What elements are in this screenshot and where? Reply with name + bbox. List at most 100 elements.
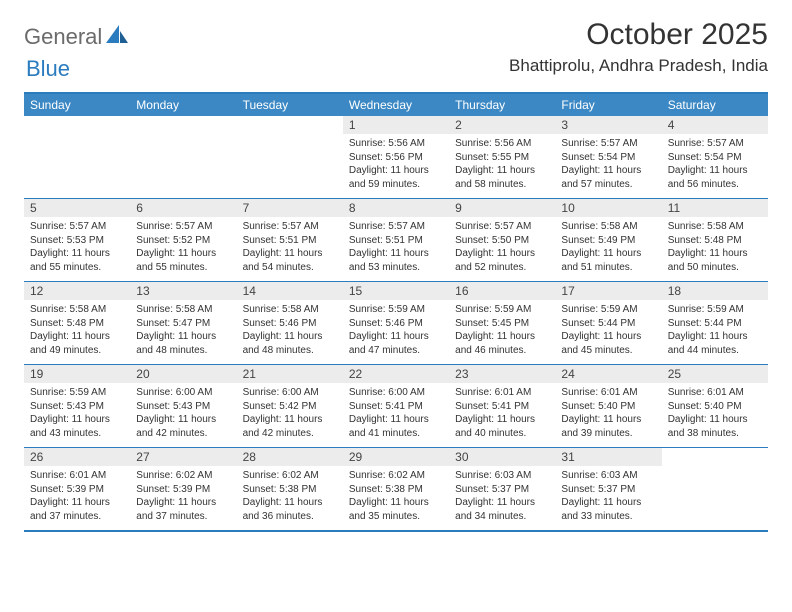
calendar-week: 12Sunrise: 5:58 AMSunset: 5:48 PMDayligh… [24, 282, 768, 365]
sunrise-text: Sunrise: 5:58 AM [561, 220, 655, 234]
logo-sail-icon [106, 25, 128, 50]
sunset-text: Sunset: 5:40 PM [668, 400, 762, 414]
day-details: Sunrise: 5:57 AMSunset: 5:53 PMDaylight:… [24, 217, 130, 278]
daylight-text: Daylight: 11 hours and 51 minutes. [561, 247, 655, 274]
sunset-text: Sunset: 5:55 PM [455, 151, 549, 165]
calendar-cell: 12Sunrise: 5:58 AMSunset: 5:48 PMDayligh… [24, 282, 130, 364]
day-details: Sunrise: 5:59 AMSunset: 5:45 PMDaylight:… [449, 300, 555, 361]
sunset-text: Sunset: 5:38 PM [243, 483, 337, 497]
sunrise-text: Sunrise: 5:59 AM [668, 303, 762, 317]
sunset-text: Sunset: 5:41 PM [455, 400, 549, 414]
calendar-week: 19Sunrise: 5:59 AMSunset: 5:43 PMDayligh… [24, 365, 768, 448]
sunset-text: Sunset: 5:45 PM [455, 317, 549, 331]
daylight-text: Daylight: 11 hours and 37 minutes. [136, 496, 230, 523]
dow-tuesday: Tuesday [237, 94, 343, 116]
month-title: October 2025 [509, 18, 768, 52]
day-details: Sunrise: 6:03 AMSunset: 5:37 PMDaylight:… [449, 466, 555, 527]
title-block: October 2025 Bhattiprolu, Andhra Pradesh… [509, 18, 768, 76]
daylight-text: Daylight: 11 hours and 58 minutes. [455, 164, 549, 191]
calendar-cell: 2Sunrise: 5:56 AMSunset: 5:55 PMDaylight… [449, 116, 555, 198]
day-number: 25 [662, 365, 768, 383]
day-number: 3 [555, 116, 661, 134]
sunset-text: Sunset: 5:48 PM [668, 234, 762, 248]
daylight-text: Daylight: 11 hours and 48 minutes. [136, 330, 230, 357]
day-details: Sunrise: 6:01 AMSunset: 5:40 PMDaylight:… [555, 383, 661, 444]
day-number: 8 [343, 199, 449, 217]
sunset-text: Sunset: 5:41 PM [349, 400, 443, 414]
day-details: Sunrise: 6:00 AMSunset: 5:41 PMDaylight:… [343, 383, 449, 444]
sunset-text: Sunset: 5:37 PM [455, 483, 549, 497]
day-number: 12 [24, 282, 130, 300]
day-details: Sunrise: 5:56 AMSunset: 5:56 PMDaylight:… [343, 134, 449, 195]
calendar-cell: 9Sunrise: 5:57 AMSunset: 5:50 PMDaylight… [449, 199, 555, 281]
day-number: 20 [130, 365, 236, 383]
day-number: 18 [662, 282, 768, 300]
daylight-text: Daylight: 11 hours and 59 minutes. [349, 164, 443, 191]
day-details: Sunrise: 5:57 AMSunset: 5:51 PMDaylight:… [343, 217, 449, 278]
day-number: 4 [662, 116, 768, 134]
dow-wednesday: Wednesday [343, 94, 449, 116]
sunrise-text: Sunrise: 5:58 AM [30, 303, 124, 317]
sunset-text: Sunset: 5:46 PM [243, 317, 337, 331]
day-details: Sunrise: 6:02 AMSunset: 5:39 PMDaylight:… [130, 466, 236, 527]
calendar-cell [662, 448, 768, 530]
daylight-text: Daylight: 11 hours and 46 minutes. [455, 330, 549, 357]
day-details: Sunrise: 5:59 AMSunset: 5:44 PMDaylight:… [662, 300, 768, 361]
calendar-cell: 24Sunrise: 6:01 AMSunset: 5:40 PMDayligh… [555, 365, 661, 447]
sunrise-text: Sunrise: 5:58 AM [243, 303, 337, 317]
sunset-text: Sunset: 5:39 PM [136, 483, 230, 497]
calendar-cell [237, 116, 343, 198]
calendar-cell: 4Sunrise: 5:57 AMSunset: 5:54 PMDaylight… [662, 116, 768, 198]
day-details: Sunrise: 5:58 AMSunset: 5:48 PMDaylight:… [662, 217, 768, 278]
calendar-cell: 31Sunrise: 6:03 AMSunset: 5:37 PMDayligh… [555, 448, 661, 530]
calendar-cell: 18Sunrise: 5:59 AMSunset: 5:44 PMDayligh… [662, 282, 768, 364]
day-details: Sunrise: 5:58 AMSunset: 5:47 PMDaylight:… [130, 300, 236, 361]
sunset-text: Sunset: 5:54 PM [561, 151, 655, 165]
daylight-text: Daylight: 11 hours and 36 minutes. [243, 496, 337, 523]
sunset-text: Sunset: 5:37 PM [561, 483, 655, 497]
weeks-container: 1Sunrise: 5:56 AMSunset: 5:56 PMDaylight… [24, 116, 768, 532]
day-number [662, 448, 768, 466]
day-number: 5 [24, 199, 130, 217]
day-details: Sunrise: 5:56 AMSunset: 5:55 PMDaylight:… [449, 134, 555, 195]
calendar-cell: 10Sunrise: 5:58 AMSunset: 5:49 PMDayligh… [555, 199, 661, 281]
daylight-text: Daylight: 11 hours and 35 minutes. [349, 496, 443, 523]
calendar-cell [24, 116, 130, 198]
daylight-text: Daylight: 11 hours and 48 minutes. [243, 330, 337, 357]
day-details: Sunrise: 5:57 AMSunset: 5:50 PMDaylight:… [449, 217, 555, 278]
logo-text-general: General [24, 24, 102, 50]
daylight-text: Daylight: 11 hours and 53 minutes. [349, 247, 443, 274]
sunset-text: Sunset: 5:40 PM [561, 400, 655, 414]
sunrise-text: Sunrise: 5:57 AM [30, 220, 124, 234]
day-number: 28 [237, 448, 343, 466]
day-number: 17 [555, 282, 661, 300]
daylight-text: Daylight: 11 hours and 44 minutes. [668, 330, 762, 357]
day-details: Sunrise: 5:58 AMSunset: 5:46 PMDaylight:… [237, 300, 343, 361]
calendar-cell: 28Sunrise: 6:02 AMSunset: 5:38 PMDayligh… [237, 448, 343, 530]
calendar-cell: 27Sunrise: 6:02 AMSunset: 5:39 PMDayligh… [130, 448, 236, 530]
sunset-text: Sunset: 5:42 PM [243, 400, 337, 414]
day-number: 22 [343, 365, 449, 383]
daylight-text: Daylight: 11 hours and 57 minutes. [561, 164, 655, 191]
calendar-cell: 26Sunrise: 6:01 AMSunset: 5:39 PMDayligh… [24, 448, 130, 530]
day-number: 6 [130, 199, 236, 217]
daylight-text: Daylight: 11 hours and 49 minutes. [30, 330, 124, 357]
day-details: Sunrise: 5:59 AMSunset: 5:44 PMDaylight:… [555, 300, 661, 361]
dow-saturday: Saturday [662, 94, 768, 116]
day-details: Sunrise: 5:57 AMSunset: 5:54 PMDaylight:… [662, 134, 768, 195]
calendar-week: 5Sunrise: 5:57 AMSunset: 5:53 PMDaylight… [24, 199, 768, 282]
daylight-text: Daylight: 11 hours and 47 minutes. [349, 330, 443, 357]
calendar-cell: 30Sunrise: 6:03 AMSunset: 5:37 PMDayligh… [449, 448, 555, 530]
calendar-cell: 16Sunrise: 5:59 AMSunset: 5:45 PMDayligh… [449, 282, 555, 364]
sunrise-text: Sunrise: 5:59 AM [455, 303, 549, 317]
calendar-cell: 13Sunrise: 5:58 AMSunset: 5:47 PMDayligh… [130, 282, 236, 364]
day-number: 23 [449, 365, 555, 383]
sunrise-text: Sunrise: 5:57 AM [136, 220, 230, 234]
day-number: 9 [449, 199, 555, 217]
sunset-text: Sunset: 5:56 PM [349, 151, 443, 165]
day-details: Sunrise: 5:59 AMSunset: 5:46 PMDaylight:… [343, 300, 449, 361]
day-details: Sunrise: 6:02 AMSunset: 5:38 PMDaylight:… [237, 466, 343, 527]
day-number: 15 [343, 282, 449, 300]
day-number: 1 [343, 116, 449, 134]
sunrise-text: Sunrise: 6:03 AM [561, 469, 655, 483]
